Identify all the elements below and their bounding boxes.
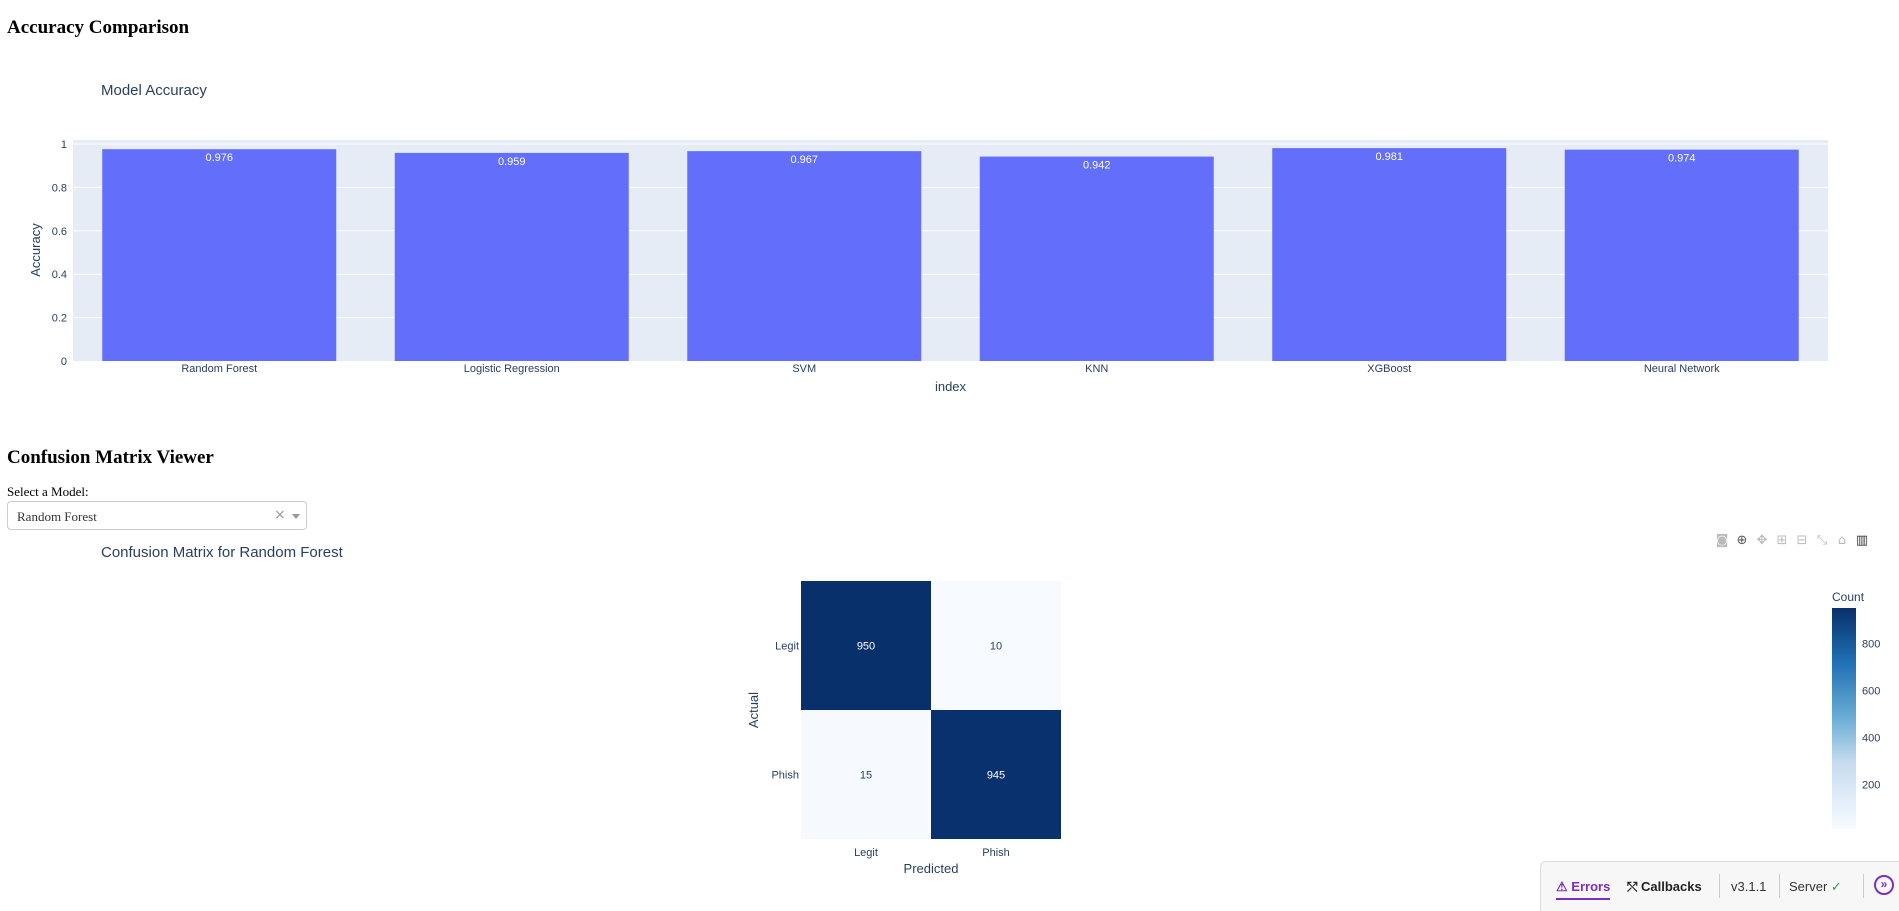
accuracy-bar-chart[interactable]: Model Accuracy 0 0.2 0.4 0.6 0.8 1 0.976 Random … <box>0 60 1899 410</box>
camera-icon[interactable]: ◙ <box>1715 533 1729 548</box>
chevron-down-icon[interactable] <box>292 514 300 519</box>
plot-background <box>73 140 1828 361</box>
x-tick-label: SVM <box>792 363 816 375</box>
confusion-heading: Confusion Matrix Viewer <box>7 447 214 468</box>
x-tick-label: Phish <box>982 847 1010 859</box>
x-tick-label: KNN <box>1085 363 1108 375</box>
heatmap-cell-label: 15 <box>860 770 872 782</box>
bar-2 <box>687 151 922 361</box>
colorbar <box>1832 608 1856 829</box>
errors-label: Errors <box>1571 879 1611 894</box>
heatmap-cell-label: 945 <box>987 770 1005 782</box>
colorbar-tick-label: 400 <box>1862 732 1880 744</box>
chevron-right-icon[interactable]: » <box>1874 875 1894 895</box>
x-axis-title: Predicted <box>904 861 959 876</box>
zoom-icon[interactable]: ⊕ <box>1736 533 1748 548</box>
colorbar-title: Count <box>1832 590 1865 604</box>
reset-axes-icon[interactable]: ⌂ <box>1837 533 1847 548</box>
x-tick-label: XGBoost <box>1367 363 1411 375</box>
bar-value-label: 0.981 <box>1375 151 1403 163</box>
y-tick-label: 0.8 <box>52 182 67 194</box>
bar-3 <box>979 156 1214 361</box>
bar-5 <box>1564 149 1799 361</box>
model-select-label: Select a Model: <box>7 484 89 499</box>
y-tick-label: Legit <box>775 641 799 653</box>
bar-chart-title: Model Accuracy <box>101 82 207 99</box>
pan-icon[interactable]: ✥ <box>1756 533 1768 548</box>
version-label: v3.1.1 <box>1731 879 1767 894</box>
plot-modebar: ◙ ⊕ ✥ ⊞ ⊟ ⤡ ⌂ ▥ <box>1714 533 1870 549</box>
bar-0 <box>102 149 337 361</box>
zoom-in-icon[interactable]: ⊞ <box>1776 533 1788 548</box>
colorbar-tick-label: 800 <box>1862 638 1880 650</box>
callbacks-tab[interactable]: ⤲ Callbacks <box>1627 879 1702 894</box>
errors-tab[interactable]: ⚠ Errors <box>1556 879 1611 900</box>
heatmap-cell <box>931 710 1061 839</box>
heatmap-cell-label: 950 <box>857 641 875 653</box>
confusion-heatmap[interactable]: Confusion Matrix for Random Forest 950 10 L… <box>0 533 1899 878</box>
colorbar-tick-label: 200 <box>1862 779 1880 791</box>
x-axis-title: index <box>935 379 967 394</box>
bar-value-label: 0.959 <box>498 156 526 168</box>
heatmap-title: Confusion Matrix for Random Forest <box>101 544 344 561</box>
y-tick-label: 0 <box>61 356 67 368</box>
y-tick-label: Phish <box>771 770 799 782</box>
y-axis-title: Actual <box>746 692 761 728</box>
model-select-dropdown[interactable]: Random Forest × <box>7 501 307 530</box>
heatmap-cell <box>931 581 1061 710</box>
accuracy-chart-svg: Model Accuracy 0 0.2 0.4 0.6 0.8 1 0.976 Random … <box>28 82 1828 394</box>
x-tick-label: Logistic Regression <box>464 363 560 375</box>
server-status[interactable]: Server ✓ <box>1789 879 1842 895</box>
bar-1 <box>394 152 629 361</box>
y-tick-label: 1 <box>61 139 67 151</box>
bar-value-label: 0.942 <box>1083 160 1111 172</box>
model-select-value: Random Forest <box>17 509 97 524</box>
plotly-logo-icon[interactable]: ▥ <box>1855 533 1869 548</box>
bar-value-label: 0.967 <box>790 154 818 166</box>
x-tick-label: Legit <box>854 847 878 859</box>
heatmap-cell-label: 10 <box>990 641 1002 653</box>
dash-devtools-bar: ⚠ Errors ⤲ Callbacks v3.1.1 Server ✓ » <box>1540 861 1899 911</box>
accuracy-heading: Accuracy Comparison <box>7 17 190 38</box>
autoscale-icon[interactable]: ⤡ <box>1816 533 1828 548</box>
bar-value-label: 0.974 <box>1668 153 1696 165</box>
y-tick-label: 0.2 <box>52 313 67 325</box>
bar-value-label: 0.976 <box>205 152 233 164</box>
zoom-out-icon[interactable]: ⊟ <box>1796 533 1808 548</box>
confusion-chart-svg: Confusion Matrix for Random Forest 950 10 L… <box>101 544 1880 876</box>
bar-4 <box>1272 148 1507 361</box>
check-icon: ✓ <box>1830 879 1842 894</box>
heatmap-cell <box>801 710 931 839</box>
x-tick-label: Neural Network <box>1644 363 1720 375</box>
close-icon[interactable]: × <box>274 507 286 523</box>
y-tick-label: 0.4 <box>52 269 67 281</box>
x-tick-label: Random Forest <box>181 363 257 375</box>
colorbar-tick-label: 600 <box>1862 685 1880 697</box>
server-label: Server <box>1789 879 1828 894</box>
y-tick-label: 0.6 <box>52 226 67 238</box>
callbacks-label: Callbacks <box>1641 879 1702 894</box>
heatmap-cell <box>801 581 931 710</box>
y-axis-title: Accuracy <box>28 223 43 277</box>
